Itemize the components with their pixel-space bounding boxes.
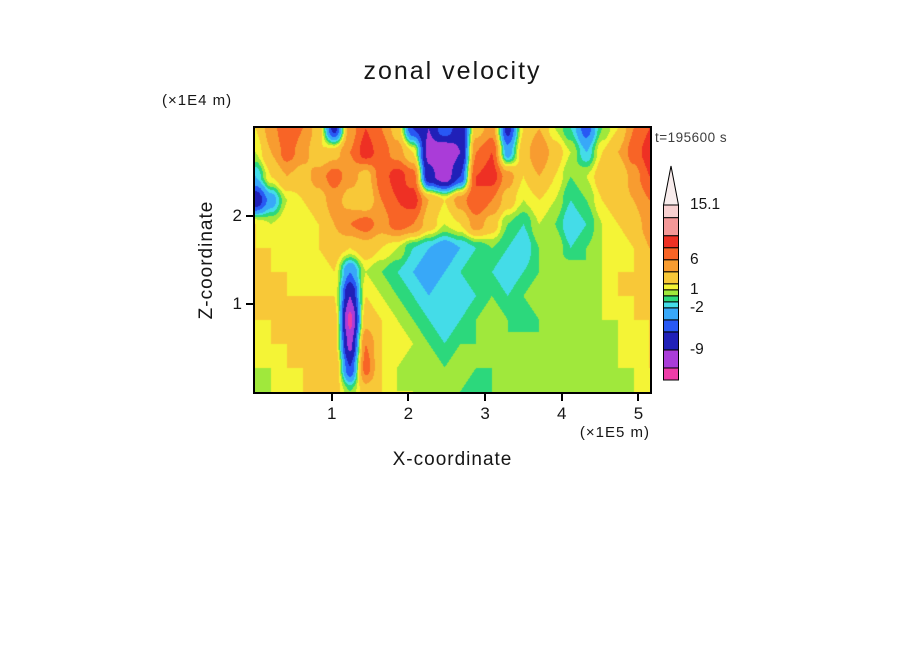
colorbar: 15.1 6 1 -2 -9 [662,165,792,395]
x-tick-mark [407,394,410,401]
colorbar-band [663,259,679,273]
x-tick-label: 4 [557,404,567,423]
x-axis-label: X-coordinate [392,449,513,470]
colorbar-band [663,289,679,297]
colorbar-band [663,217,679,237]
x-tick-label: 2 [403,404,414,423]
colorbar-value-label: 15.1 [690,196,721,213]
colorbar-band [663,283,679,291]
x-tick-label: 3 [480,404,490,423]
x-tick-mark [330,394,333,401]
colorbar-value-label: -2 [690,298,704,316]
chart-title: zonal velocity [363,57,542,85]
colorbar-arrow-tip [662,165,680,206]
colorbar-band [663,331,679,351]
colorbar-band [663,367,679,381]
timestamp-label: t=195600 s [655,130,728,145]
y-tick-label: 1 [232,294,242,313]
colorbar-band [663,295,679,303]
plot-area [253,126,652,394]
y-tick-mark [246,303,253,305]
contour-canvas [255,128,650,392]
colorbar-band [663,271,679,285]
x-tick-label: 5 [633,404,644,423]
x-tick-mark [637,394,640,401]
x-tick-label: 1 [326,404,337,423]
colorbar-band [663,307,679,321]
colorbar-band [663,301,679,309]
x-tick-mark [560,394,563,401]
colorbar-band [663,349,679,369]
colorbar-scale [662,165,680,381]
x-axis-units: (×1E5 m) [579,424,650,441]
x-tick-mark [484,394,487,401]
y-tick-label: 2 [232,206,242,225]
y-axis-units: (×1E4 m) [162,92,233,109]
colorbar-band [663,235,679,249]
colorbar-value-label: -9 [690,340,704,358]
colorbar-band [663,204,679,219]
colorbar-value-label: 1 [690,280,699,298]
colorbar-band [663,247,679,261]
y-tick-mark [246,215,253,217]
colorbar-value-label: 6 [690,250,699,268]
colorbar-band [663,319,679,333]
y-axis-label: Z-coordinate [196,200,217,320]
